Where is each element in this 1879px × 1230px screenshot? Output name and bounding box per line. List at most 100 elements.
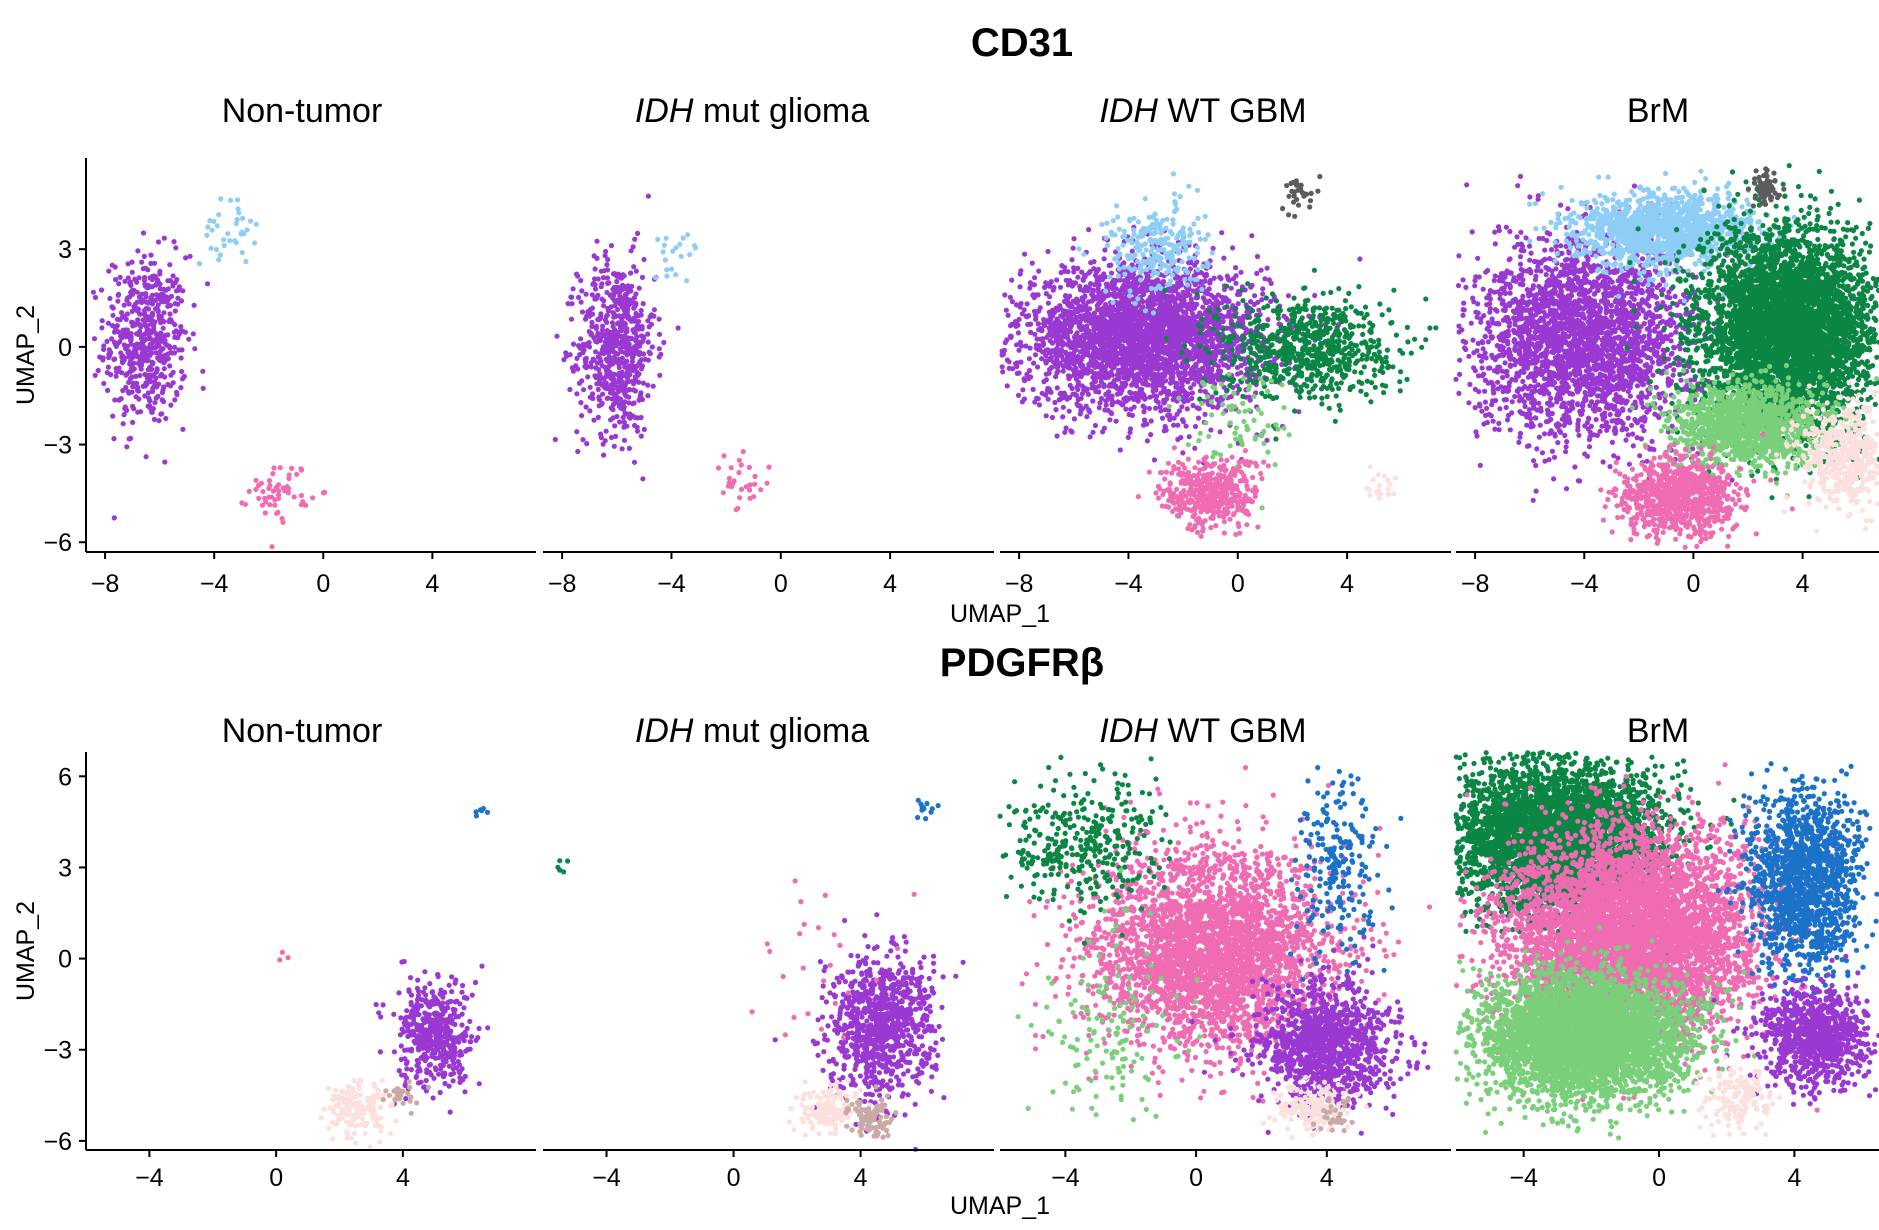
data-point — [631, 264, 636, 269]
data-point — [766, 465, 771, 470]
chart-title: CD31 — [971, 21, 1073, 65]
data-point — [165, 304, 170, 309]
data-point — [179, 298, 184, 303]
data-point — [172, 322, 177, 327]
data-point — [135, 290, 140, 295]
data-point — [129, 374, 134, 379]
data-point — [579, 378, 584, 383]
data-point — [104, 339, 109, 344]
data-point — [179, 369, 184, 374]
data-point — [650, 344, 655, 349]
x-axis-label: UMAP_1 — [950, 600, 1050, 628]
data-point — [737, 458, 742, 463]
data-point — [154, 331, 159, 336]
data-point — [161, 399, 166, 404]
data-point — [134, 280, 139, 285]
data-point — [612, 327, 617, 332]
data-point — [616, 313, 621, 318]
data-point — [617, 365, 622, 370]
data-point — [179, 355, 184, 360]
data-point — [639, 308, 644, 313]
x-tick-label: 0 — [316, 570, 330, 598]
data-point — [721, 453, 726, 458]
data-point — [589, 332, 594, 337]
data-point — [129, 320, 134, 325]
data-point — [580, 350, 585, 355]
data-point — [167, 311, 172, 316]
data-point — [571, 286, 576, 291]
y-tick-label: 3 — [58, 236, 72, 264]
data-point — [622, 312, 627, 317]
data-point — [274, 485, 279, 490]
data-point — [112, 356, 117, 361]
data-point — [260, 489, 265, 494]
data-point — [687, 252, 692, 257]
data-point — [633, 331, 638, 336]
data-point — [595, 293, 600, 298]
data-point — [135, 388, 140, 393]
data-point — [647, 324, 652, 329]
data-point — [599, 435, 604, 440]
data-point — [624, 359, 629, 364]
data-point — [163, 341, 168, 346]
data-point — [299, 493, 304, 498]
data-point — [256, 496, 261, 501]
facet-title-text: Non-tumor — [222, 92, 383, 130]
data-point — [136, 332, 141, 337]
data-point — [117, 397, 122, 402]
data-point — [561, 357, 566, 362]
data-point — [137, 322, 142, 327]
data-point — [130, 404, 135, 409]
data-point — [248, 219, 253, 224]
data-point — [153, 350, 158, 355]
data-point — [204, 233, 209, 238]
data-point — [563, 350, 568, 355]
data-point — [640, 476, 645, 481]
data-point — [145, 347, 150, 352]
data-point — [637, 352, 642, 357]
data-point — [111, 306, 116, 311]
data-point — [606, 349, 611, 354]
x-tick-label: −8 — [91, 570, 120, 598]
data-point — [270, 471, 275, 476]
data-point — [625, 379, 630, 384]
data-point — [144, 324, 149, 329]
data-point — [617, 419, 622, 424]
data-point — [620, 322, 625, 327]
data-point — [210, 228, 215, 233]
data-point — [576, 295, 581, 300]
facet-title-text: mut glioma — [693, 92, 869, 130]
data-point — [240, 250, 245, 255]
data-point — [139, 336, 144, 341]
data-point — [122, 303, 127, 308]
data-point — [588, 395, 593, 400]
data-point — [608, 293, 613, 298]
data-point — [599, 269, 604, 274]
data-point — [605, 281, 610, 286]
data-point — [609, 333, 614, 338]
data-point — [625, 335, 630, 340]
data-point — [605, 267, 610, 272]
data-point — [216, 212, 221, 217]
data-point — [218, 252, 223, 257]
data-point — [601, 298, 606, 303]
data-point — [122, 279, 127, 284]
data-point — [269, 544, 274, 549]
data-point — [621, 425, 626, 430]
data-point — [171, 380, 176, 385]
data-point — [574, 429, 579, 434]
data-point — [748, 496, 753, 501]
data-point — [263, 510, 268, 515]
data-point — [639, 434, 644, 439]
data-point — [146, 376, 151, 381]
data-point — [129, 260, 134, 265]
data-point — [152, 417, 157, 422]
data-point — [646, 358, 651, 363]
data-point — [618, 357, 623, 362]
data-point — [175, 335, 180, 340]
data-point — [575, 366, 580, 371]
data-point — [587, 314, 592, 319]
data-point — [259, 481, 264, 486]
data-point — [147, 398, 152, 403]
data-point — [167, 262, 172, 267]
